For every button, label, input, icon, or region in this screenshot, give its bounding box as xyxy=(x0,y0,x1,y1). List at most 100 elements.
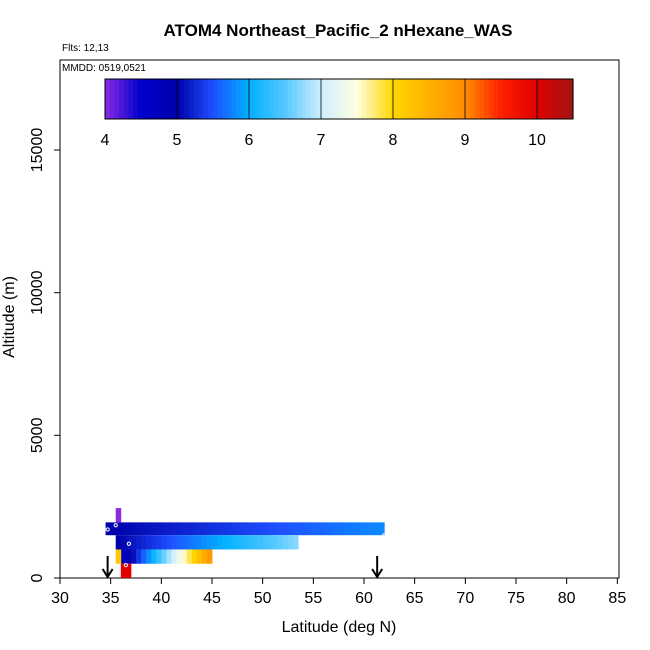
colorbar-segment xyxy=(460,79,466,119)
y-tick-label: 10000 xyxy=(29,270,46,315)
colorbar-segment xyxy=(179,79,186,119)
data-cell xyxy=(105,522,112,536)
data-cell xyxy=(313,522,319,536)
data-cell xyxy=(217,522,223,536)
data-cell xyxy=(201,549,208,564)
colorbar-segment xyxy=(287,79,293,119)
colorbar-segment xyxy=(301,79,307,119)
data-cell xyxy=(166,522,172,536)
colorbar-segment xyxy=(151,79,158,119)
colorbar-segment xyxy=(343,79,349,119)
x-tick-label: 35 xyxy=(102,590,120,607)
data-cell xyxy=(252,522,258,536)
data-cell xyxy=(186,522,193,536)
colorbar-segment xyxy=(217,79,223,119)
data-cell xyxy=(206,522,213,536)
data-cell xyxy=(161,522,167,536)
colorbar-tick-label: 9 xyxy=(461,132,470,149)
x-tick-label: 85 xyxy=(608,590,626,607)
colorbar-segment xyxy=(250,79,256,119)
colorbar-segment xyxy=(367,79,373,119)
colorbar-segment xyxy=(540,79,546,119)
colorbar-segment xyxy=(128,79,134,119)
data-cell xyxy=(141,522,147,536)
colorbar-segment xyxy=(193,79,200,119)
data-cell xyxy=(262,535,269,550)
colorbar-segment xyxy=(474,79,480,119)
data-cell xyxy=(146,549,152,564)
colorbar-segment xyxy=(512,79,518,119)
data-cell xyxy=(267,535,274,550)
colorbar-segment xyxy=(348,79,354,119)
colorbar-segment xyxy=(142,79,148,119)
data-cell xyxy=(262,522,269,536)
colorbar-segment xyxy=(165,79,172,119)
colorbar-segment xyxy=(231,79,237,119)
colorbar-tick-label: 8 xyxy=(389,132,398,149)
data-cell xyxy=(151,549,157,564)
colorbar-segment xyxy=(470,79,476,119)
data-cell xyxy=(176,549,182,564)
data-cell xyxy=(277,535,284,550)
colorbar-segment xyxy=(282,79,289,119)
data-cell xyxy=(323,522,329,536)
colorbar-segment xyxy=(133,79,139,119)
sample-marker xyxy=(105,527,110,532)
colorbar-segment xyxy=(109,79,115,119)
colorbar-segment xyxy=(268,79,275,119)
colorbar-segment xyxy=(207,79,214,119)
colorbar-tick-label: 6 xyxy=(245,132,254,149)
arrow-head xyxy=(371,568,384,579)
data-cell xyxy=(247,522,253,536)
data-cell xyxy=(227,522,233,536)
x-tick-label: 80 xyxy=(558,590,576,607)
x-axis-label: Latitude (deg N) xyxy=(282,619,397,636)
data-cell xyxy=(151,522,157,536)
data-cell xyxy=(156,522,162,536)
colorbar-segment xyxy=(399,79,406,119)
colorbar-segment xyxy=(259,79,265,119)
data-cell xyxy=(141,535,147,550)
data-cell xyxy=(237,535,243,550)
colorbar-segment xyxy=(484,79,490,119)
data-cell xyxy=(120,522,127,536)
colorbar-segment xyxy=(456,79,462,119)
colorbar-segment xyxy=(119,79,125,119)
colorbar-segment xyxy=(549,79,555,119)
data-cell xyxy=(272,522,279,536)
data-cell xyxy=(369,522,375,536)
colorbar-segment xyxy=(264,79,270,119)
y-tick-label: 5000 xyxy=(29,417,46,453)
data-cell xyxy=(222,535,228,550)
data-cell xyxy=(206,535,213,550)
colorbar-segment xyxy=(479,79,485,119)
data-cell xyxy=(186,535,193,550)
x-axis: 30 35 40 45 50 55 60 65 70 75 80 85 xyxy=(51,578,626,607)
colorbar-segment xyxy=(334,79,340,119)
colorbar-tick-label: 7 xyxy=(317,132,326,149)
colorbar-tick-label: 5 xyxy=(173,132,182,149)
data-cell xyxy=(120,549,127,564)
data-cell xyxy=(353,522,360,536)
data-cell xyxy=(328,522,334,536)
colorbar-segment xyxy=(413,79,420,119)
data-cell xyxy=(308,522,314,536)
data-cell xyxy=(293,535,299,550)
sample-markers xyxy=(105,523,387,568)
mmdd-label: MMDD: 0519,0521 xyxy=(62,63,146,74)
colorbar-segment xyxy=(222,79,228,119)
colorbar-segment xyxy=(175,79,181,119)
flight-arrows xyxy=(101,556,384,579)
data-cell xyxy=(358,522,365,536)
sample-marker xyxy=(126,541,132,546)
data-cell xyxy=(232,522,238,536)
colorbar-segment xyxy=(530,79,537,119)
data-cell xyxy=(186,549,193,564)
data-cell xyxy=(201,522,208,536)
data-cell xyxy=(242,522,248,536)
colorbar-segment xyxy=(432,79,438,119)
data-cell xyxy=(166,535,172,550)
colorbar-segment xyxy=(535,79,541,119)
colorbar-segment xyxy=(184,79,190,119)
data-cell xyxy=(171,549,177,564)
